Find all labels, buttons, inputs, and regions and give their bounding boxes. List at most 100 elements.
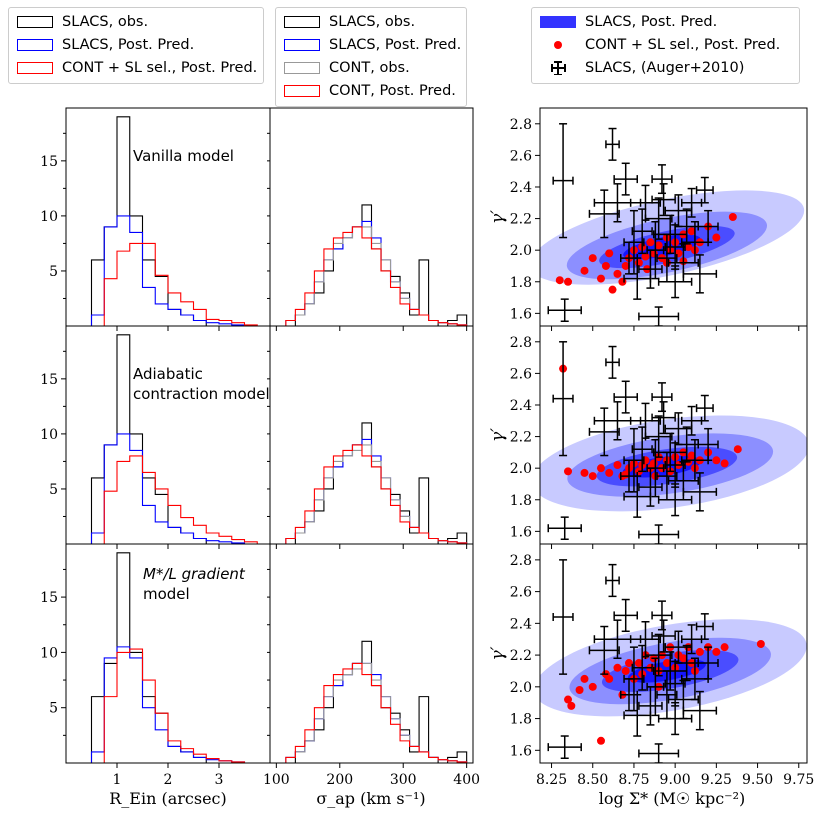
errorbar-point [682, 690, 718, 731]
legend-entry: SLACS, Post. Pred. [17, 35, 194, 55]
errorbar-point [588, 189, 620, 239]
red-point [564, 467, 573, 476]
y-tick-label: 2.8 [510, 117, 532, 133]
y-tick-label: 1.8 [510, 275, 532, 291]
scatter-panel-2 [540, 559, 807, 763]
x-tick-label: 9.25 [701, 772, 732, 788]
hist-step [276, 226, 468, 326]
x-tick-label: 3 [215, 772, 224, 788]
red-point [596, 464, 605, 473]
errorbar-point [657, 701, 693, 736]
y-tick-label: 2.4 [510, 398, 532, 414]
red-point [564, 277, 573, 286]
x-tick-label: 2 [164, 772, 173, 788]
legend-entry: SLACS, Post. Pred. [284, 35, 461, 55]
x-axis-label-sigma: σ_ap (km s⁻¹) [316, 789, 425, 808]
hist-panel-R_Ein-1 [90, 334, 258, 544]
red-point [564, 695, 573, 704]
errorbar-point [547, 735, 582, 759]
red-point [613, 663, 622, 672]
y-tick-label: 10 [40, 209, 58, 225]
legend-entry: SLACS, obs. [284, 12, 415, 32]
x-axis-label-rein: R_Ein (arcsec) [109, 789, 227, 808]
x-tick-label: 9.00 [660, 772, 691, 788]
errorbar-point [552, 341, 574, 457]
panel-annotation: Adiabatic [133, 365, 203, 383]
errorbar-point [638, 306, 680, 326]
y-tick-label: 1.8 [510, 493, 532, 509]
red-point [662, 659, 671, 668]
errorbar-point [613, 380, 638, 414]
y-tick-label: 2.0 [510, 680, 532, 696]
hist-panel-sigma_ap-1 [276, 422, 468, 544]
legend-label: CONT, obs. [329, 60, 410, 76]
scatter-panel-0 [540, 123, 805, 326]
scatter-panel-1 [540, 341, 807, 544]
red-point [712, 647, 721, 656]
red-point [588, 682, 597, 691]
red-point [712, 456, 721, 465]
red-point [605, 468, 614, 477]
red-point [679, 654, 688, 663]
legend-label: SLACS, Post. Pred. [62, 37, 195, 53]
red-point [608, 285, 617, 294]
hist-step [91, 648, 258, 763]
errorbar-point [680, 624, 703, 655]
legend-swatch [17, 16, 53, 28]
y-tick-label: 2.6 [510, 148, 532, 164]
red-point [634, 659, 643, 668]
red-point [588, 472, 597, 481]
red-point [580, 266, 589, 275]
legend-swatch [17, 62, 53, 74]
hist-step [90, 215, 258, 326]
legend-entry: CONT, obs. [284, 58, 410, 78]
x-tick-label: 8.25 [536, 772, 567, 788]
hist-panel-R_Ein-0 [90, 116, 258, 326]
panel-annotation: contraction model [133, 385, 270, 403]
hist-panel-sigma_ap-0 [276, 204, 468, 326]
errorbar-point [644, 197, 673, 240]
legend-entry: SLACS, (Auger+2010) [540, 58, 744, 78]
y-tick-label: 1.6 [510, 524, 532, 540]
red-point [588, 254, 597, 263]
legend-label: SLACS, obs. [329, 14, 416, 30]
red-point [641, 252, 650, 261]
errorbar-point [697, 646, 719, 680]
y-tick-label: 1.6 [510, 306, 532, 322]
errorbar-point [552, 559, 574, 675]
x-tick-label: 8.50 [577, 772, 608, 788]
errorbar-point [613, 598, 638, 633]
errorbar-point [620, 678, 638, 712]
red-point [605, 249, 614, 258]
y-tick-label: 15 [40, 372, 58, 388]
y-tick-label: 2.0 [510, 461, 532, 477]
hist-step [276, 662, 468, 763]
panel-annotation: model [143, 585, 190, 603]
y-axis-label: γ′ [488, 210, 508, 224]
errorbar-point [697, 427, 719, 462]
errorbar-point [651, 382, 673, 413]
legend-label: SLACS, Post. Pred. [585, 14, 718, 30]
red-point [555, 276, 564, 285]
red-point [646, 238, 655, 247]
red-point [733, 445, 742, 454]
legend-swatch [284, 39, 320, 51]
legend-swatch [284, 85, 320, 97]
legend-label: SLACS, Post. Pred. [329, 37, 462, 53]
y-axis-label: γ′ [488, 646, 508, 660]
red-point [580, 674, 589, 683]
hist-step [90, 646, 258, 763]
legend-label: SLACS, (Auger+2010) [585, 60, 745, 76]
errorbar-point [588, 407, 620, 457]
errorbar-point [638, 524, 680, 544]
x-tick-label: 9.50 [742, 772, 773, 788]
y-tick-label: 15 [40, 154, 58, 170]
red-point [695, 647, 704, 656]
errorbar-point [588, 625, 620, 675]
errorbar-point [644, 415, 673, 458]
y-tick-label: 2.0 [510, 243, 532, 259]
hist-panel-R_Ein-2 [90, 552, 258, 763]
legend-swatch [284, 16, 320, 28]
errorbar-point [605, 127, 620, 161]
errorbar-point [547, 516, 582, 541]
